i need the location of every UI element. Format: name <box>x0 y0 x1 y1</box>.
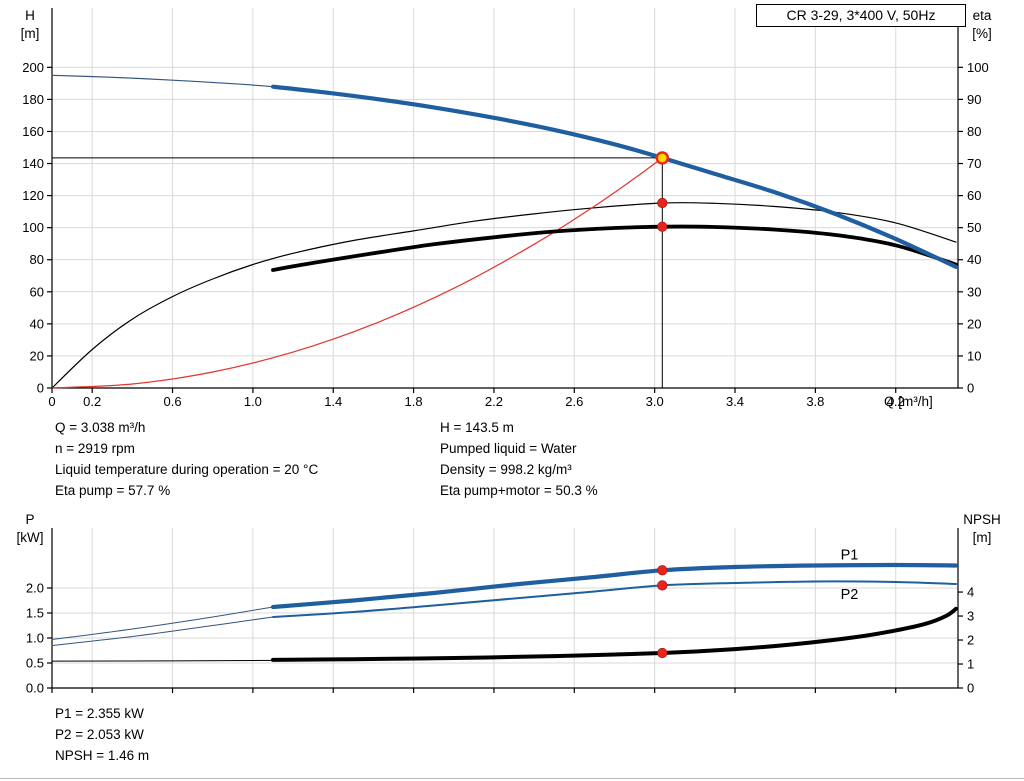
npsh-curve <box>271 606 958 662</box>
info-density: Density = 998.2 kg/m³ <box>440 462 572 477</box>
duty-point <box>655 151 669 165</box>
y-left-tick-label: 80 <box>30 252 44 267</box>
x-tick-label: 0 <box>48 394 55 409</box>
y-left-tick-label: 160 <box>22 124 44 139</box>
y-right-tick-label: 0 <box>967 681 974 696</box>
y-right-tick-label: 1 <box>967 657 974 672</box>
y-right-tick-label: 70 <box>967 156 981 171</box>
y-left-tick-label: 40 <box>30 316 44 331</box>
y-right-tick-label: 60 <box>967 188 981 203</box>
p2-point <box>657 580 668 591</box>
p1-extension <box>51 606 274 640</box>
head-curve-full <box>51 74 957 268</box>
y-left-axis-unit: [m] <box>21 26 40 41</box>
y-right-tick-label: 50 <box>967 220 981 235</box>
y-right-tick-label: 40 <box>967 252 981 267</box>
info-eta-pump-motor: Eta pump+motor = 50.3 % <box>440 483 598 498</box>
duty-info-left-column: Q = 3.038 m³/h n = 2919 rpm Liquid tempe… <box>55 417 318 501</box>
p2-extension <box>51 616 274 646</box>
x-axis-title: Q [m³/h] <box>884 394 933 409</box>
info-pumped-liquid: Pumped liquid = Water <box>440 441 577 456</box>
y-left-tick-label: 120 <box>22 188 44 203</box>
y-right-tick-label: 0 <box>967 381 974 396</box>
y-left-tick-label: 20 <box>30 348 44 363</box>
p2-curve <box>272 580 957 618</box>
x-tick-label: 1.4 <box>324 394 342 409</box>
system-resistance-curve <box>51 157 663 389</box>
y-left-tick-label: 0 <box>37 381 44 396</box>
y-right-tick-label: 90 <box>967 92 981 107</box>
eta-pump-motor-curve <box>271 224 958 272</box>
y-left-tick-label: 200 <box>22 60 44 75</box>
x-tick-label: 2.2 <box>485 394 503 409</box>
duty-info-right-column: H = 143.5 m Pumped liquid = Water Densit… <box>440 417 598 501</box>
y-left-tick-label: 140 <box>22 156 44 171</box>
y-right-axis-title: eta <box>973 8 992 23</box>
pump-title-box: CR 3-29, 3*400 V, 50Hz <box>756 4 966 27</box>
power-info-column: P1 = 2.355 kW P2 = 2.053 kW NPSH = 1.46 … <box>55 703 149 766</box>
info-speed: n = 2919 rpm <box>55 441 135 456</box>
eta-pump-point <box>657 197 668 209</box>
y-left-tick-label: 60 <box>30 284 44 299</box>
y-right-tick-label: 100 <box>967 60 989 75</box>
y-left-tick-label: 0.5 <box>26 656 44 671</box>
x-tick-label: 3.8 <box>806 394 824 409</box>
y-left-axis-title: H <box>25 8 35 23</box>
x-tick-label: 4.2 <box>887 394 905 409</box>
info-h: H = 143.5 m <box>440 420 514 435</box>
eta-pump-motor-point <box>657 221 668 232</box>
eta-pump-curve <box>51 201 957 389</box>
y-left-tick-label: 2.0 <box>26 581 44 596</box>
y-right-tick-label: 2 <box>967 633 974 648</box>
info-p2: P2 = 2.053 kW <box>55 727 144 742</box>
curve-label-p1: P1 <box>841 548 859 564</box>
y-left-tick-label: 100 <box>22 220 44 235</box>
info-eta-pump: Eta pump = 57.7 % <box>55 483 171 498</box>
y-left-tick-label: 1.5 <box>26 606 44 621</box>
y-right-axis-title: NPSH <box>963 512 1001 527</box>
y-right-tick-label: 30 <box>967 284 981 299</box>
x-tick-label: 3.4 <box>726 394 744 409</box>
info-npsh: NPSH = 1.46 m <box>55 748 150 763</box>
y-left-tick-label: 1.0 <box>26 631 44 646</box>
head-curve-duty-range <box>270 84 959 269</box>
y-left-tick-label: 180 <box>22 92 44 107</box>
y-right-tick-label: 20 <box>967 316 981 331</box>
x-tick-label: 2.6 <box>565 394 583 409</box>
info-p1: P1 = 2.355 kW <box>55 706 144 721</box>
x-tick-label: 1.0 <box>244 394 262 409</box>
x-tick-label: 1.8 <box>405 394 423 409</box>
curve-label-p2: P2 <box>841 587 859 603</box>
info-liquid-temp: Liquid temperature during operation = 20… <box>55 462 319 477</box>
y-left-axis-title: P <box>25 512 34 527</box>
npsh-extension <box>51 659 274 662</box>
y-right-axis-unit: [%] <box>972 26 992 41</box>
x-tick-label: 0.6 <box>163 394 181 409</box>
info-q: Q = 3.038 m³/h <box>55 420 146 435</box>
y-left-tick-label: 0.0 <box>26 681 44 696</box>
npsh-point <box>657 647 668 659</box>
p1-curve <box>270 562 959 610</box>
y-right-tick-label: 3 <box>967 609 974 624</box>
y-right-tick-label: 10 <box>967 348 981 363</box>
bottom-frame-line <box>0 778 1024 779</box>
y-right-tick-label: 4 <box>967 585 974 600</box>
x-tick-label: 3.0 <box>646 394 664 409</box>
p1-point <box>657 565 668 576</box>
y-right-axis-unit: [m] <box>973 530 992 545</box>
y-left-axis-unit: [kW] <box>17 530 44 545</box>
x-tick-label: 0.2 <box>83 394 101 409</box>
y-right-tick-label: 80 <box>967 124 981 139</box>
